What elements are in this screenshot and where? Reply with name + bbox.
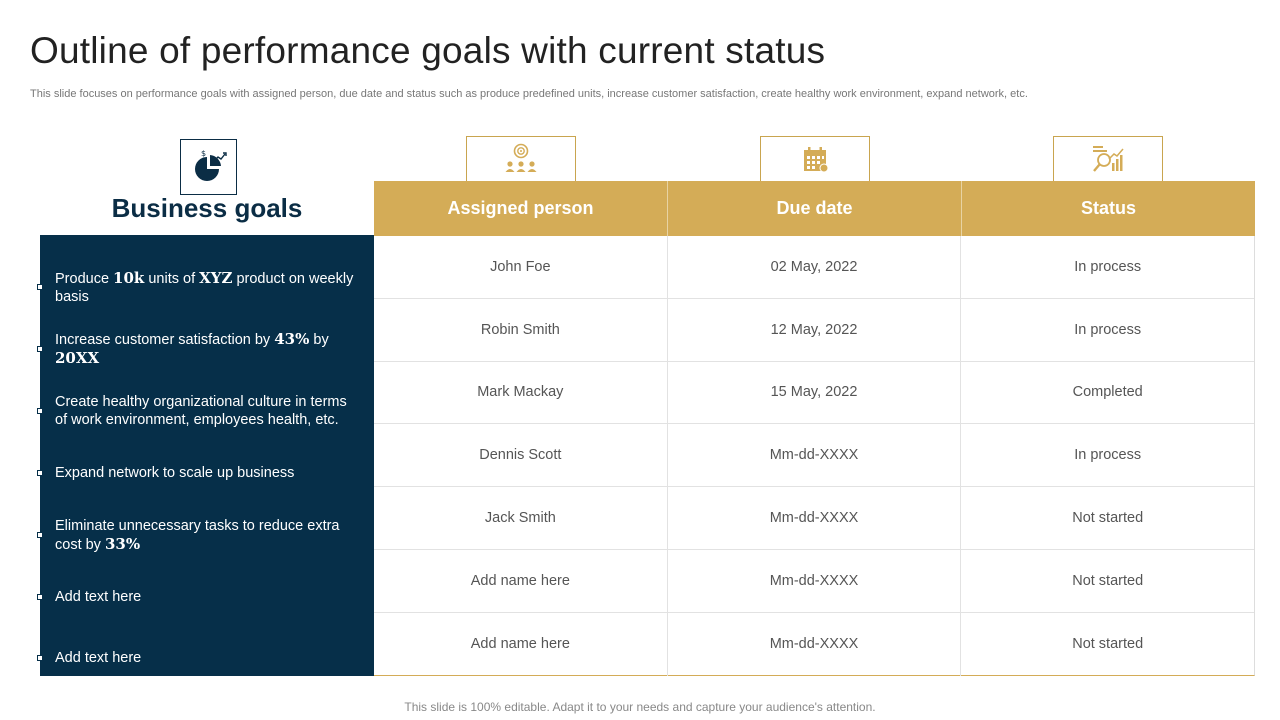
assigned-person-cell: Dennis Scott [374,424,668,487]
assigned-person-cell: Jack Smith [374,487,668,549]
table-row: Robin Smith 12 May, 2022 In process [374,298,1254,362]
bullet-marker [37,470,43,476]
page-subtitle: This slide focuses on performance goals … [30,88,1028,100]
column-header-status: Status [1080,198,1136,218]
team-target-icon [466,136,576,181]
pie-chart-dollar-icon: $ [180,139,237,195]
table-row: Add name here Mm-dd-XXXX Not started [374,549,1254,613]
goal-text: Produce 10k units of XYZ product on week… [55,268,354,305]
goals-heading: Business goals [111,193,303,223]
status-cell: Not started [1072,636,1144,653]
svg-text:$: $ [201,149,206,158]
goal-item: Increase customer satisfaction by 43% by… [37,319,374,379]
column-header-due-date: Due date [668,181,962,236]
status-cell: Completed [1072,384,1143,401]
goal-text: Create healthy organizational culture in… [55,394,347,428]
bullet-marker [37,655,43,661]
table-row: Add name here Mm-dd-XXXX Not started [374,612,1254,676]
status-cell: In process [1074,258,1142,275]
column-header-assigned-person: Assigned person [374,181,668,236]
table-row: John Foe 02 May, 2022 In process [374,236,1254,299]
status-cell: In process [1074,321,1142,338]
goals-panel: Produce 10k units of XYZ product on week… [37,235,374,676]
table-row: Dennis Scott Mm-dd-XXXX In process [374,424,1254,488]
assigned-person-cell: Robin Smith [374,298,668,361]
due-date-cell: 12 May, 2022 [668,298,962,361]
goal-item: Expand network to scale up business [37,443,374,503]
table-header: Assigned person Due date Status [374,181,1255,236]
status-cell: Not started [1072,510,1144,527]
goal-item: Eliminate unnecessary tasks to reduce ex… [37,505,374,565]
goal-text: Eliminate unnecessary tasks to reduce ex… [55,517,340,553]
footer-note: This slide is 100% editable. Adapt it to… [404,700,876,714]
status-cell: Not started [1072,572,1144,589]
calendar-icon [760,136,870,181]
assigned-person-cell: Mark Mackay [374,361,668,424]
bullet-marker [37,284,43,290]
due-date-cell: Mm-dd-XXXX [668,612,962,676]
due-date-cell: 15 May, 2022 [668,361,962,424]
goal-item: Add text here [37,628,374,688]
bullet-marker [37,594,43,600]
table-row: Jack Smith Mm-dd-XXXX Not started [374,487,1254,550]
table-row: Mark Mackay 15 May, 2022 Completed [374,361,1254,425]
goal-text: Add text here [55,589,142,605]
goal-item: Produce 10k units of XYZ product on week… [37,257,374,317]
due-date-cell: 02 May, 2022 [668,236,962,298]
status-cell: In process [1074,447,1142,464]
bullet-marker [37,346,43,352]
bullet-marker [37,408,43,414]
assigned-person-cell: John Foe [374,236,668,298]
goals-table: John Foe 02 May, 2022 In process Robin Smit… [374,236,1255,676]
goal-text: Add text here [55,650,142,666]
assigned-person-cell: Add name here [374,549,668,612]
due-date-cell: Mm-dd-XXXX [668,424,962,487]
due-date-cell: Mm-dd-XXXX [668,487,962,549]
due-date-cell: Mm-dd-XXXX [668,549,962,612]
analytics-chart-icon [1053,136,1163,181]
goal-item: Add text here [37,567,374,627]
assigned-person-cell: Add name here [374,612,668,676]
goal-item: Create healthy organizational culture in… [37,381,374,441]
page-title: Outline of performance goals with curren… [30,30,826,71]
goal-text: Expand network to scale up business [55,465,295,481]
bullet-marker [37,532,43,538]
goal-text: Increase customer satisfaction by 43% by… [55,330,329,367]
